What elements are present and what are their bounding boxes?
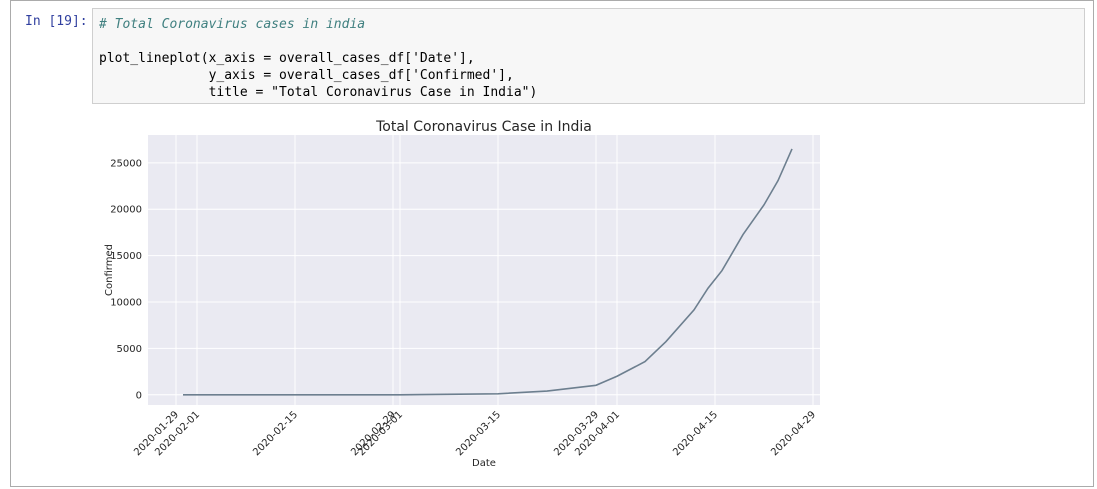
code-line: plot_lineplot(x_axis = overall_cases_df[… (99, 51, 475, 66)
y-tick-label: 10000 (110, 298, 142, 309)
y-tick-label: 25000 (110, 158, 142, 169)
x-tick-label: 2020-03-01 (356, 409, 405, 458)
cell-prompt: In [19]: (25, 14, 88, 29)
code-line: y_axis = overall_cases_df['Confirmed'], (99, 68, 514, 83)
data-line (182, 148, 793, 396)
y-tick-label: 5000 (117, 344, 142, 355)
code-comment: # Total Coronavirus cases in india (99, 17, 366, 32)
y-tick-label: 15000 (110, 251, 142, 262)
x-tick-label: 2020-03-15 (454, 409, 503, 458)
notebook-cell[interactable] (10, 0, 1094, 487)
y-tick-label: 20000 (110, 205, 142, 216)
code-editor[interactable]: # Total Coronavirus cases in india plot_… (92, 8, 1085, 104)
x-tick-label: 2020-04-29 (769, 409, 818, 458)
x-tick-label: 2020-04-15 (671, 409, 720, 458)
y-tick-label: 0 (136, 390, 142, 401)
code-line: title = "Total Coronavirus Case in India… (99, 85, 538, 100)
plot-area (148, 135, 820, 405)
x-axis-label: Date (472, 458, 496, 469)
y-axis-label: Confirmed (104, 244, 115, 296)
chart-title: Total Coronavirus Case in India (375, 119, 592, 135)
x-tick-label: 2020-02-15 (251, 409, 300, 458)
